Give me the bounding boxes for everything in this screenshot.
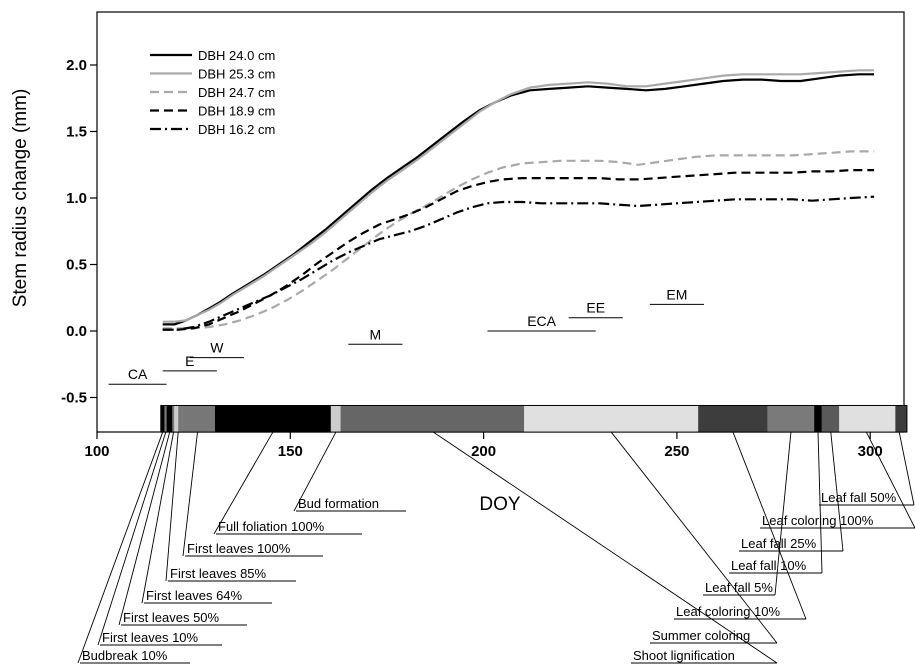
phenology-event-label: Leaf fall 10% [731, 558, 807, 573]
phenology-event-label: First leaves 10% [102, 630, 199, 645]
phenology-callouts: Budbreak 10% First leaves 10% First leaves… [77, 431, 915, 664]
phase-label: M [370, 326, 382, 342]
phenology-event-label: First leaves 85% [170, 566, 267, 581]
phenology-event-label: Leaf fall 5% [705, 580, 773, 595]
phenology-event-label: Leaf coloring 100% [762, 513, 874, 528]
phenology-event-label: First leaves 50% [123, 610, 220, 625]
phenology-segment [767, 405, 815, 433]
series-line [162, 169, 875, 331]
legend-label: DBH 24.7 cm [198, 85, 275, 100]
x-axis-title: DOY [479, 494, 521, 515]
y-tick-label: 1.5 [66, 124, 87, 141]
callout-leader [898, 431, 915, 506]
phenology-segment [330, 405, 341, 433]
phenology-event-label: First leaves 100% [187, 541, 291, 556]
phase-label: EM [666, 286, 687, 302]
phenology-event-label: Bud formation [298, 496, 379, 511]
phenology-segment [340, 405, 525, 433]
callout-leader [293, 431, 337, 512]
callout-leader [141, 431, 174, 604]
phenology-event-label: First leaves 64% [146, 588, 243, 603]
phenology-event-label: Shoot lignification [633, 648, 735, 663]
phenology-segment [839, 405, 896, 433]
phenology-segment [814, 405, 822, 433]
phase-label: EE [586, 300, 605, 316]
phenology-segment [821, 405, 840, 433]
phenology-segment [174, 405, 179, 433]
legend-label: DBH 16.2 cm [198, 122, 275, 137]
phenology-segment [895, 405, 907, 433]
callout-leader [118, 431, 171, 626]
y-tick-label: 2.0 [66, 57, 87, 74]
phase-label: E [185, 353, 194, 369]
y-tick-label: -0.5 [61, 390, 87, 407]
x-tick-label: 200 [471, 443, 496, 460]
phenology-bar [160, 404, 908, 433]
series-line [162, 69, 875, 323]
series-line [162, 73, 875, 326]
phenology-bar-border [160, 404, 908, 433]
callout-leader [817, 432, 823, 574]
phenology-segment [182, 405, 215, 433]
phenology-event-label: Budbreak 10% [82, 648, 168, 663]
phenology-segment [172, 405, 175, 433]
phenology-segment [214, 405, 331, 433]
y-tick-label: 0.5 [66, 257, 87, 274]
callout-leader [77, 431, 164, 664]
legend-label: DBH 18.9 cm [198, 104, 275, 119]
phase-label: W [210, 340, 224, 356]
series-line [162, 195, 875, 331]
phenology-event-label: Leaf coloring 10% [676, 604, 781, 619]
phase-label: ECA [527, 313, 556, 329]
y-axis-title: Stem radius change (mm) [10, 89, 31, 308]
phenology-segment [524, 405, 699, 433]
legend-label: DBH 24.0 cm [198, 48, 275, 63]
series-lines [162, 69, 875, 331]
legend-label: DBH 25.3 cm [198, 67, 275, 82]
y-tick-label: 1.0 [66, 190, 87, 207]
phenology-event-label: Leaf fall 25% [741, 536, 817, 551]
callout-leader [165, 432, 179, 582]
phenology-segment [160, 405, 165, 433]
callout-leader [774, 432, 792, 596]
callout-leader [433, 431, 778, 664]
phenology-segment [166, 405, 173, 433]
series-line [162, 150, 875, 330]
callout-leader [865, 431, 915, 529]
phenology-event-label: Leaf fall 50% [821, 490, 897, 505]
phase-label: CA [128, 366, 148, 382]
callout-leader [830, 432, 844, 552]
phenology-segment [698, 405, 768, 433]
x-tick-label: 300 [858, 443, 883, 460]
phenology-event-label: Summer coloring [652, 628, 750, 643]
phenology-segment [164, 405, 167, 433]
axes: 100 150 200 250 300 -0.5 0.0 0.5 1.0 1.5 2.0 [61, 57, 883, 460]
x-tick-label: 100 [84, 443, 109, 460]
callout-leader [182, 432, 198, 557]
callout-leader [97, 431, 167, 646]
callout-leader [213, 431, 274, 535]
x-tick-label: 250 [664, 443, 689, 460]
phenology-segment [178, 405, 183, 433]
x-tick-label: 150 [278, 443, 303, 460]
callout-leader [732, 431, 807, 620]
phase-markers: CA EW M ECA EE EM [108, 286, 704, 385]
legend: DBH 24.0 cm DBH 25.3 cm DBH 24.7 cm DBH 18.… [150, 48, 275, 137]
y-tick-label: 0.0 [66, 323, 87, 340]
callout-leader [610, 431, 778, 644]
phenology-event-label: Full foliation 100% [218, 519, 325, 534]
